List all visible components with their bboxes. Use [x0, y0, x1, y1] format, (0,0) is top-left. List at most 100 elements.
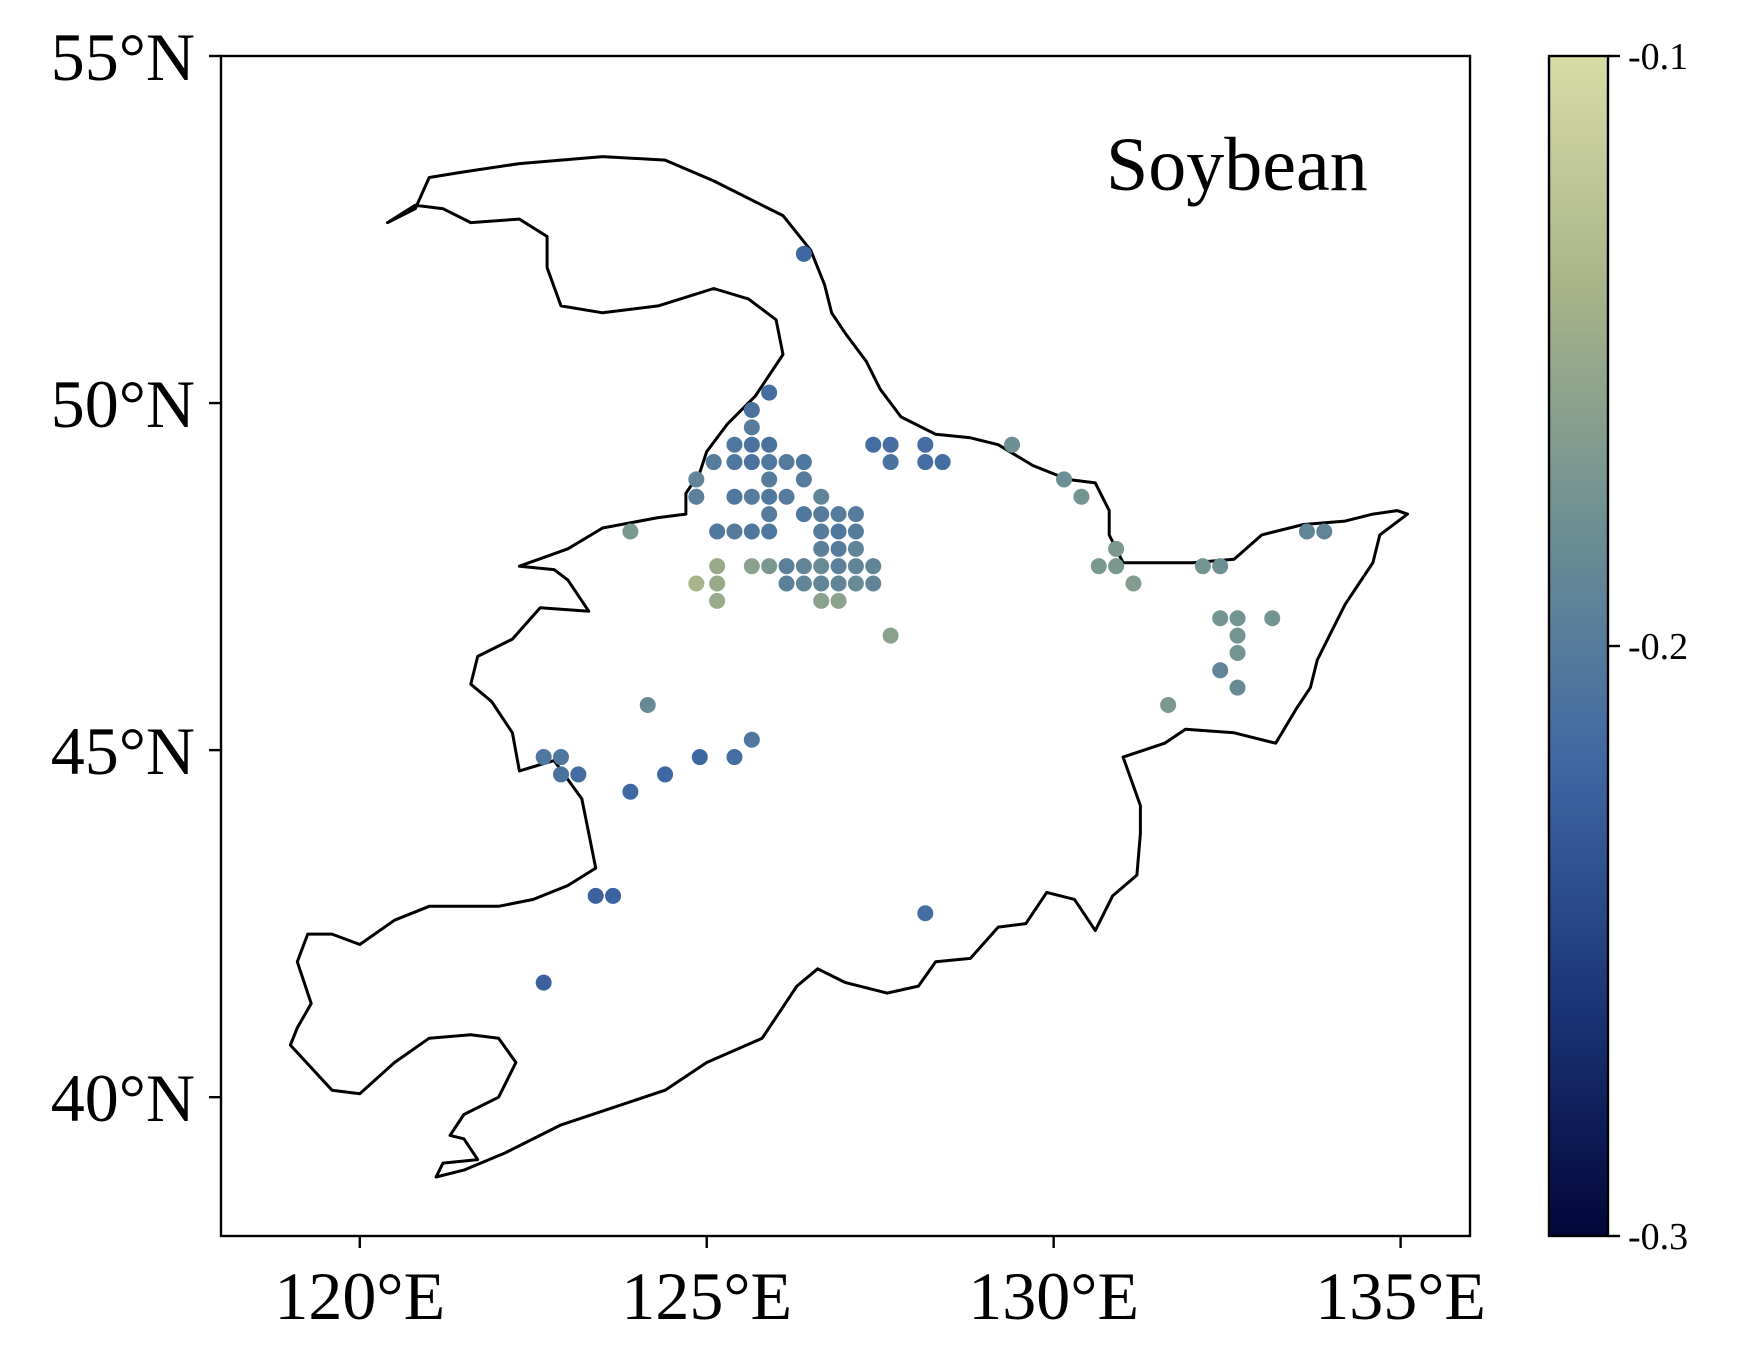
data-point	[865, 436, 882, 453]
data-point	[830, 506, 847, 523]
data-point	[1090, 558, 1107, 575]
data-point	[743, 454, 760, 471]
data-point	[709, 575, 726, 592]
data-point	[917, 905, 934, 922]
data-point	[587, 887, 604, 904]
region-outline	[288, 155, 1409, 1179]
data-point	[813, 540, 830, 557]
colorbar-tick-label: -0.2	[1628, 626, 1688, 668]
data-point	[1194, 558, 1211, 575]
data-point	[709, 523, 726, 540]
data-point	[847, 540, 864, 557]
data-point	[847, 575, 864, 592]
data-point	[1108, 558, 1125, 575]
data-point	[795, 471, 812, 488]
data-point	[813, 575, 830, 592]
data-point	[847, 523, 864, 540]
y-tick-label: 50°N	[51, 366, 195, 442]
data-point	[795, 454, 812, 471]
data-point	[1212, 610, 1229, 627]
points-layer	[535, 245, 1333, 991]
x-tick-label: 135°E	[1315, 1258, 1486, 1334]
data-point	[882, 454, 899, 471]
data-point	[778, 558, 795, 575]
data-point	[1125, 575, 1142, 592]
data-point	[622, 523, 639, 540]
data-point	[535, 749, 552, 766]
data-point	[743, 488, 760, 505]
data-point	[778, 575, 795, 592]
data-point	[761, 384, 778, 401]
x-tick-label: 125°E	[621, 1258, 792, 1334]
data-point	[830, 575, 847, 592]
y-axis: 40°N 45°N 50°N 55°N	[51, 19, 221, 1136]
data-point	[709, 558, 726, 575]
data-point	[743, 436, 760, 453]
data-point	[795, 575, 812, 592]
data-point	[553, 749, 570, 766]
data-point	[830, 523, 847, 540]
data-point	[778, 488, 795, 505]
map-title: Soybean	[1106, 123, 1368, 207]
x-tick-label: 120°E	[274, 1258, 445, 1334]
data-point	[813, 592, 830, 609]
data-point	[847, 506, 864, 523]
data-point	[1229, 679, 1246, 696]
data-point	[1073, 488, 1090, 505]
data-point	[761, 471, 778, 488]
data-point	[778, 454, 795, 471]
data-point	[882, 436, 899, 453]
data-point	[865, 558, 882, 575]
data-point	[726, 749, 743, 766]
y-tick-label: 40°N	[51, 1060, 195, 1136]
data-point	[813, 506, 830, 523]
data-point	[622, 783, 639, 800]
data-point	[535, 974, 552, 991]
data-point	[688, 471, 705, 488]
data-point	[726, 436, 743, 453]
data-point	[743, 419, 760, 436]
data-point	[847, 558, 864, 575]
data-point	[1229, 627, 1246, 644]
data-point	[761, 436, 778, 453]
data-point	[1056, 471, 1073, 488]
data-point	[1229, 644, 1246, 661]
data-point	[726, 454, 743, 471]
data-point	[688, 575, 705, 592]
data-point	[761, 558, 778, 575]
data-point	[795, 558, 812, 575]
data-point	[1264, 610, 1281, 627]
data-point	[917, 454, 934, 471]
data-point	[691, 749, 708, 766]
data-point	[795, 245, 812, 262]
data-point	[705, 454, 722, 471]
data-point	[688, 488, 705, 505]
colorbar: -0.1 -0.2 -0.3	[1547, 36, 1688, 1258]
data-point	[726, 523, 743, 540]
data-point	[813, 523, 830, 540]
data-point	[726, 488, 743, 505]
data-point	[761, 454, 778, 471]
data-point	[830, 558, 847, 575]
data-point	[813, 558, 830, 575]
data-point	[813, 488, 830, 505]
data-point	[1212, 558, 1229, 575]
data-point	[1298, 523, 1315, 540]
data-point	[743, 731, 760, 748]
data-point	[553, 766, 570, 783]
data-point	[830, 592, 847, 609]
data-point	[1229, 610, 1246, 627]
plot-frame	[219, 54, 1472, 1238]
data-point	[709, 592, 726, 609]
data-point	[743, 558, 760, 575]
data-point	[882, 627, 899, 644]
data-point	[1212, 662, 1229, 679]
y-tick-label: 45°N	[51, 713, 195, 789]
data-point	[1004, 436, 1021, 453]
data-point	[639, 697, 656, 713]
data-point	[1316, 523, 1333, 540]
data-point	[761, 506, 778, 523]
colorbar-tick-label: -0.3	[1628, 1216, 1688, 1258]
data-point	[605, 887, 622, 904]
